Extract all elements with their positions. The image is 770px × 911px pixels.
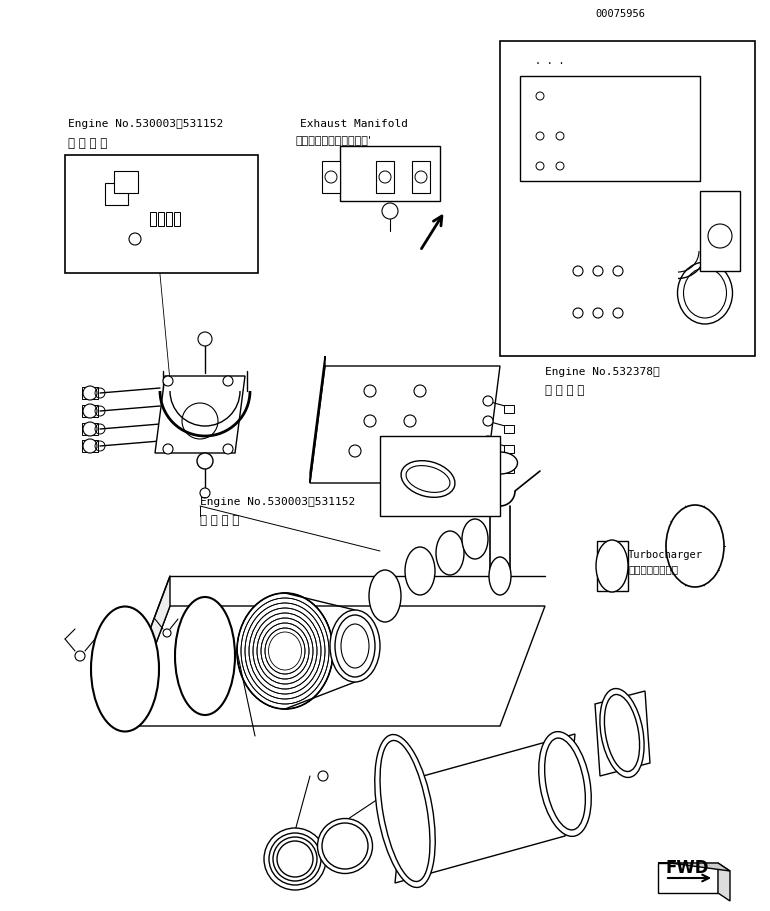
Bar	[504, 466, 514, 474]
Ellipse shape	[375, 735, 435, 887]
Bar	[174, 213, 180, 227]
Text: ターボチャージャ: ターボチャージャ	[628, 563, 678, 573]
Polygon shape	[340, 147, 440, 201]
Bar	[504, 425, 514, 434]
Polygon shape	[105, 184, 128, 206]
Bar	[380, 436, 500, 517]
Circle shape	[593, 309, 603, 319]
Text: . . .: . . .	[535, 56, 564, 66]
Circle shape	[483, 416, 493, 426]
Bar	[65, 156, 258, 273]
Text: Exhaust Manifold: Exhaust Manifold	[300, 118, 408, 128]
Circle shape	[197, 454, 213, 469]
Ellipse shape	[678, 262, 732, 324]
Circle shape	[83, 404, 97, 418]
Circle shape	[200, 488, 210, 498]
Ellipse shape	[436, 531, 464, 576]
Ellipse shape	[237, 593, 333, 710]
Text: Engine No.530003～531152: Engine No.530003～531152	[200, 496, 355, 507]
Ellipse shape	[604, 695, 640, 772]
Ellipse shape	[489, 558, 511, 596]
Circle shape	[129, 234, 141, 246]
Circle shape	[483, 456, 493, 466]
Ellipse shape	[330, 610, 380, 682]
Ellipse shape	[401, 461, 455, 497]
Text: Turbocharger: Turbocharger	[628, 549, 703, 559]
Ellipse shape	[596, 540, 628, 592]
Bar	[150, 213, 156, 227]
Circle shape	[83, 386, 97, 401]
Bar	[504, 405, 514, 414]
Text: Engine No.530003～531152: Engine No.530003～531152	[68, 118, 223, 128]
Ellipse shape	[544, 738, 585, 830]
Text: 適 用 号 機: 適 用 号 機	[68, 137, 107, 149]
Polygon shape	[412, 162, 430, 194]
Text: 00075956: 00075956	[595, 9, 645, 19]
Bar	[158, 213, 164, 227]
Circle shape	[593, 267, 603, 277]
Ellipse shape	[264, 828, 326, 890]
Circle shape	[223, 376, 233, 386]
Circle shape	[83, 423, 97, 436]
Polygon shape	[597, 541, 628, 591]
Ellipse shape	[539, 732, 591, 836]
Polygon shape	[322, 162, 340, 194]
Polygon shape	[595, 691, 650, 776]
Ellipse shape	[666, 506, 724, 588]
Text: 適 用 号 機: 適 用 号 機	[545, 384, 584, 396]
Polygon shape	[310, 366, 500, 484]
Ellipse shape	[175, 598, 235, 715]
Polygon shape	[125, 577, 170, 726]
Polygon shape	[700, 192, 740, 271]
Circle shape	[198, 333, 212, 346]
Text: FWD: FWD	[666, 858, 709, 876]
Circle shape	[163, 630, 171, 638]
Text: 適 用 号 機: 適 用 号 機	[200, 514, 239, 527]
Bar	[500, 42, 755, 356]
Polygon shape	[125, 607, 545, 726]
Circle shape	[163, 376, 173, 386]
Polygon shape	[395, 734, 575, 883]
Ellipse shape	[369, 570, 401, 622]
Bar	[82, 387, 98, 400]
Text: Engine No.532378～: Engine No.532378～	[545, 366, 660, 376]
Text: エキゾーストマニホルド': エキゾーストマニホルド'	[295, 135, 371, 145]
Circle shape	[83, 439, 97, 454]
Bar	[166, 213, 172, 227]
Circle shape	[613, 267, 623, 277]
Bar	[82, 441, 98, 453]
Ellipse shape	[600, 689, 644, 778]
Circle shape	[318, 771, 328, 781]
Circle shape	[483, 436, 493, 446]
Polygon shape	[658, 863, 718, 893]
Ellipse shape	[483, 453, 517, 475]
Polygon shape	[376, 162, 394, 194]
Polygon shape	[155, 376, 245, 454]
Ellipse shape	[405, 548, 435, 596]
Ellipse shape	[317, 819, 373, 874]
Bar	[82, 405, 98, 417]
Bar	[82, 424, 98, 435]
Ellipse shape	[380, 741, 430, 882]
Circle shape	[382, 204, 398, 220]
Polygon shape	[310, 356, 325, 484]
Circle shape	[75, 651, 85, 661]
Ellipse shape	[91, 607, 159, 732]
Circle shape	[573, 267, 583, 277]
Polygon shape	[718, 863, 730, 901]
Circle shape	[573, 309, 583, 319]
Circle shape	[223, 445, 233, 455]
Circle shape	[483, 396, 493, 406]
Circle shape	[163, 445, 173, 455]
Polygon shape	[114, 172, 138, 194]
Polygon shape	[658, 863, 730, 871]
Circle shape	[613, 309, 623, 319]
Bar	[504, 445, 514, 454]
Ellipse shape	[462, 519, 488, 559]
Polygon shape	[520, 77, 700, 182]
